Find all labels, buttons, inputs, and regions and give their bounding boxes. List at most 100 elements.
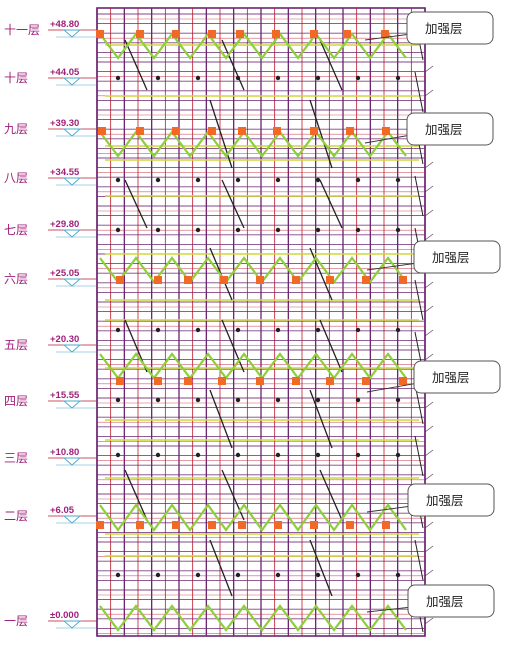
reinforcement-marker bbox=[346, 127, 354, 135]
edge-tick bbox=[424, 185, 434, 193]
callout-leader-line bbox=[364, 33, 412, 41]
reinforcement-marker bbox=[116, 377, 124, 385]
node-dot bbox=[355, 452, 361, 458]
zigzag-brace bbox=[99, 32, 407, 60]
callout-reinforced-layer: 加强层 bbox=[366, 360, 501, 394]
elevation-label: +20.30 bbox=[50, 334, 79, 345]
node-dot bbox=[275, 397, 281, 403]
node-dot bbox=[235, 177, 241, 183]
node-dot bbox=[275, 327, 281, 333]
elevation-label: +6.05 bbox=[50, 505, 75, 516]
reinforcement-marker bbox=[208, 30, 216, 38]
edge-tick bbox=[424, 305, 434, 313]
floor-name-label: 十一层 bbox=[4, 23, 40, 37]
edge-tick bbox=[424, 281, 434, 289]
floor-name-label: 七层 bbox=[4, 223, 28, 237]
node-dot bbox=[195, 572, 201, 578]
reinforcement-marker bbox=[208, 127, 216, 135]
reinforcement-marker bbox=[136, 30, 144, 38]
node-dot bbox=[275, 177, 281, 183]
elevation-triangle-icon bbox=[62, 515, 82, 524]
floor-name-label: 四层 bbox=[4, 394, 28, 408]
diagonal-brace bbox=[209, 99, 233, 169]
diagonal-brace bbox=[319, 179, 343, 229]
floor-name-label: 三层 bbox=[4, 451, 28, 465]
reinforcement-marker bbox=[292, 377, 300, 385]
node-dot bbox=[195, 227, 201, 233]
node-dot bbox=[195, 75, 201, 81]
reinforcement-marker bbox=[96, 30, 104, 38]
edge-diagonal bbox=[414, 435, 424, 477]
floor-labels: 十一层 +48.80 十层 +44.05 九层 +39.30 八层 +34.55 七层 +29.8… bbox=[4, 19, 96, 629]
callout-reinforced-layer: 加强层 bbox=[364, 11, 494, 45]
node-dot bbox=[355, 572, 361, 578]
diagonal-brace bbox=[309, 389, 333, 449]
node-dot bbox=[155, 75, 161, 81]
elevation-label: +44.05 bbox=[50, 67, 80, 78]
reinforcement-marker bbox=[96, 521, 104, 529]
reinforcement-marker bbox=[362, 377, 370, 385]
floor-name-label: 五层 bbox=[4, 338, 28, 352]
diagonal-brace bbox=[309, 247, 333, 301]
reinforcement-marker bbox=[381, 30, 389, 38]
callout-leader-line bbox=[366, 262, 419, 271]
node-dot bbox=[395, 177, 401, 183]
edge-diagonal bbox=[414, 279, 424, 321]
node-dot bbox=[355, 75, 361, 81]
callout-leader-line bbox=[366, 382, 419, 393]
callout-label: 加强层 bbox=[426, 594, 464, 609]
reinforcement-marker bbox=[116, 276, 124, 284]
floor-name-label: 十层 bbox=[4, 71, 28, 85]
node-dot bbox=[235, 452, 241, 458]
reinforcement-marker bbox=[256, 276, 264, 284]
elevation-triangle-icon bbox=[62, 278, 82, 287]
node-dot bbox=[395, 327, 401, 333]
reinforcement-marker bbox=[326, 377, 334, 385]
reinforcement-marker bbox=[238, 521, 246, 529]
callout-reinforced-layer: 加强层 bbox=[366, 584, 495, 618]
reinforcement-marker bbox=[362, 276, 370, 284]
node-dot bbox=[395, 452, 401, 458]
reinforcement-marker bbox=[184, 377, 192, 385]
floor-name-label: 六层 bbox=[4, 272, 28, 286]
callout-box bbox=[407, 483, 495, 517]
elevation-label: +10.80 bbox=[50, 447, 79, 458]
reinforcement-marker bbox=[218, 377, 226, 385]
reinforcement-marker bbox=[310, 127, 318, 135]
edge-tick bbox=[424, 425, 434, 433]
reinforcement-braces bbox=[99, 32, 407, 632]
callout-leader-line bbox=[366, 505, 413, 513]
reinforcement-marker bbox=[310, 30, 318, 38]
elevation-label: +25.05 bbox=[50, 268, 80, 279]
reinforcement-marker bbox=[399, 276, 407, 284]
zigzag-brace bbox=[99, 604, 407, 632]
callout-label: 加强层 bbox=[432, 370, 470, 385]
elevation-label: +34.55 bbox=[50, 167, 80, 178]
diagonal-brace bbox=[319, 469, 343, 521]
node-dot bbox=[315, 452, 321, 458]
reinforcement-marker bbox=[272, 30, 280, 38]
diagonal-brace bbox=[124, 469, 148, 521]
edge-tick bbox=[424, 89, 434, 97]
node-dot bbox=[275, 572, 281, 578]
node-dot bbox=[195, 177, 201, 183]
reinforcement-marker bbox=[382, 521, 390, 529]
reinforcement-marker bbox=[274, 521, 282, 529]
reinforcement-marker bbox=[172, 30, 180, 38]
callout-label: 加强层 bbox=[425, 21, 463, 36]
elevation-triangle-icon bbox=[62, 344, 82, 353]
node-dot bbox=[395, 397, 401, 403]
elevation-label: ±0.000 bbox=[50, 610, 79, 621]
node-dot bbox=[155, 177, 161, 183]
diagonal-brace bbox=[124, 179, 148, 229]
node-dot bbox=[235, 75, 241, 81]
elevation-triangle-icon bbox=[62, 400, 82, 409]
reinforcement-marker bbox=[98, 127, 106, 135]
node-dot bbox=[155, 397, 161, 403]
diagonal-brace bbox=[319, 319, 343, 373]
reinforcement-marker bbox=[256, 377, 264, 385]
node-dot bbox=[115, 75, 121, 81]
edge-tick bbox=[424, 65, 434, 73]
edge-diagonal bbox=[414, 175, 424, 217]
node-dot bbox=[235, 572, 241, 578]
